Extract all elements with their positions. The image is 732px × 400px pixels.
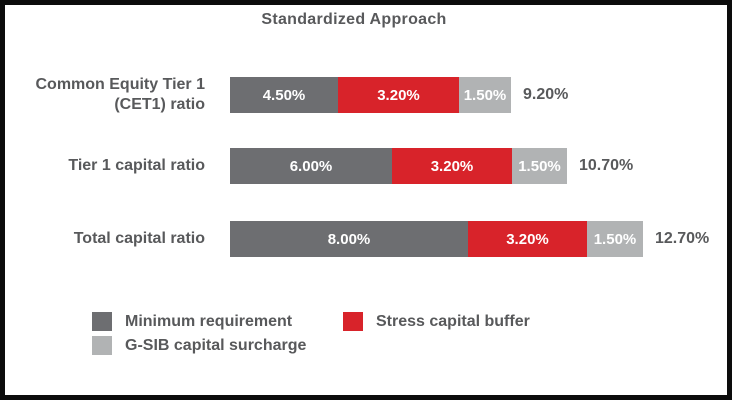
chart-legend: Minimum requirement Stress capital buffe…: [92, 312, 727, 355]
total-label-total-capital: 12.70%: [655, 230, 710, 247]
bar-segment-gsib-surcharge: 1.50%: [459, 77, 511, 113]
legend-item-minimum-requirement: Minimum requirement: [92, 312, 343, 331]
chart-row-tier1: Tier 1 capital ratio 6.00% 3.20% 1.50% 1…: [5, 148, 727, 184]
chart-row-total-capital: Total capital ratio 8.00% 3.20% 1.50% 12…: [5, 221, 727, 257]
chart-area: Common Equity Tier 1 (CET1) ratio 4.50% …: [5, 75, 727, 257]
legend-item-stress-capital-buffer: Stress capital buffer: [343, 312, 727, 331]
category-label-tier1: Tier 1 capital ratio: [68, 157, 205, 174]
bar-segment-stress-capital-buffer: 3.20%: [392, 148, 512, 184]
bar-segment-gsib-surcharge: 1.50%: [587, 221, 643, 257]
legend-item-gsib-surcharge: G-SIB capital surcharge: [92, 336, 343, 355]
legend-swatch-gsib-surcharge: [92, 336, 112, 355]
bar-segment-stress-capital-buffer: 3.20%: [468, 221, 587, 257]
legend-label: Stress capital buffer: [376, 312, 530, 330]
chart-row-cet1: Common Equity Tier 1 (CET1) ratio 4.50% …: [5, 75, 727, 115]
bar-segment-minimum-requirement: 6.00%: [230, 148, 392, 184]
bar-segment-minimum-requirement: 8.00%: [230, 221, 468, 257]
bar-total-capital: 8.00% 3.20% 1.50%: [230, 221, 643, 257]
legend-label: G-SIB capital surcharge: [125, 336, 307, 354]
legend-swatch-stress-capital-buffer: [343, 312, 363, 331]
bar-cet1: 4.50% 3.20% 1.50%: [230, 77, 511, 113]
total-label-cet1: 9.20%: [523, 86, 569, 103]
bar-tier1: 6.00% 3.20% 1.50%: [230, 148, 567, 184]
legend-label: Minimum requirement: [125, 312, 293, 330]
legend-swatch-minimum-requirement: [92, 312, 112, 331]
category-label-cet1: Common Equity Tier 1 (CET1) ratio: [35, 76, 205, 113]
bar-segment-stress-capital-buffer: 3.20%: [338, 77, 459, 113]
bar-segment-gsib-surcharge: 1.50%: [512, 148, 567, 184]
total-label-tier1: 10.70%: [579, 157, 634, 174]
bar-segment-minimum-requirement: 4.50%: [230, 77, 338, 113]
chart-title: Standardized Approach: [261, 11, 447, 28]
category-label-total-capital: Total capital ratio: [73, 230, 205, 247]
